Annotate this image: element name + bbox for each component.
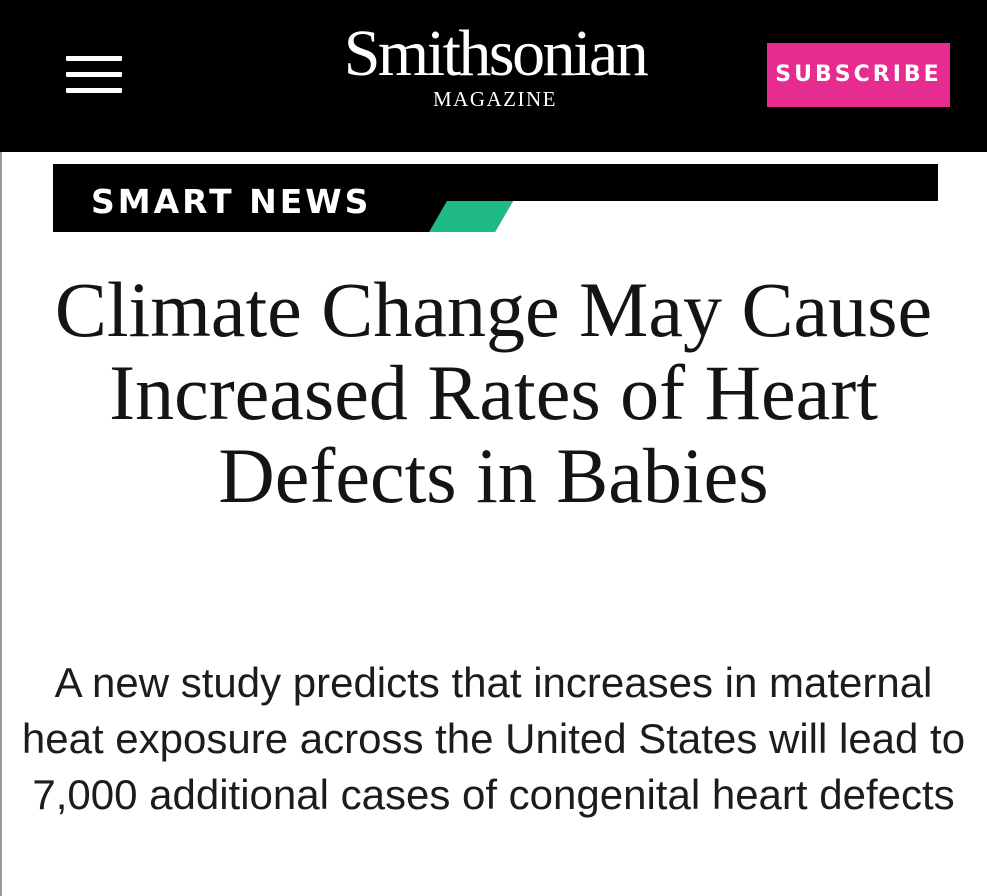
section-banner[interactable]: SMART NEWS <box>53 164 938 236</box>
banner-accent-stripe <box>429 201 513 232</box>
logo-subtitle: MAGAZINE <box>433 87 557 111</box>
site-logo[interactable]: Smithsonian MAGAZINE <box>300 18 690 128</box>
article-headline: Climate Change May Cause Increased Rates… <box>54 266 933 519</box>
subscribe-button[interactable]: SUBSCRIBE <box>767 43 950 107</box>
page-edge-divider <box>0 152 2 896</box>
menu-bar <box>66 88 122 93</box>
section-label: SMART NEWS <box>91 182 372 221</box>
article-dek: A new study predicts that increases in m… <box>21 659 966 818</box>
section-banner-graphic <box>53 164 938 232</box>
menu-bar <box>66 72 122 77</box>
hamburger-menu-icon[interactable] <box>62 52 128 98</box>
menu-bar <box>66 56 122 61</box>
banner-black-shape <box>53 164 938 232</box>
site-header: Smithsonian MAGAZINE SUBSCRIBE <box>0 0 987 152</box>
logo-name: Smithsonian <box>343 17 649 90</box>
